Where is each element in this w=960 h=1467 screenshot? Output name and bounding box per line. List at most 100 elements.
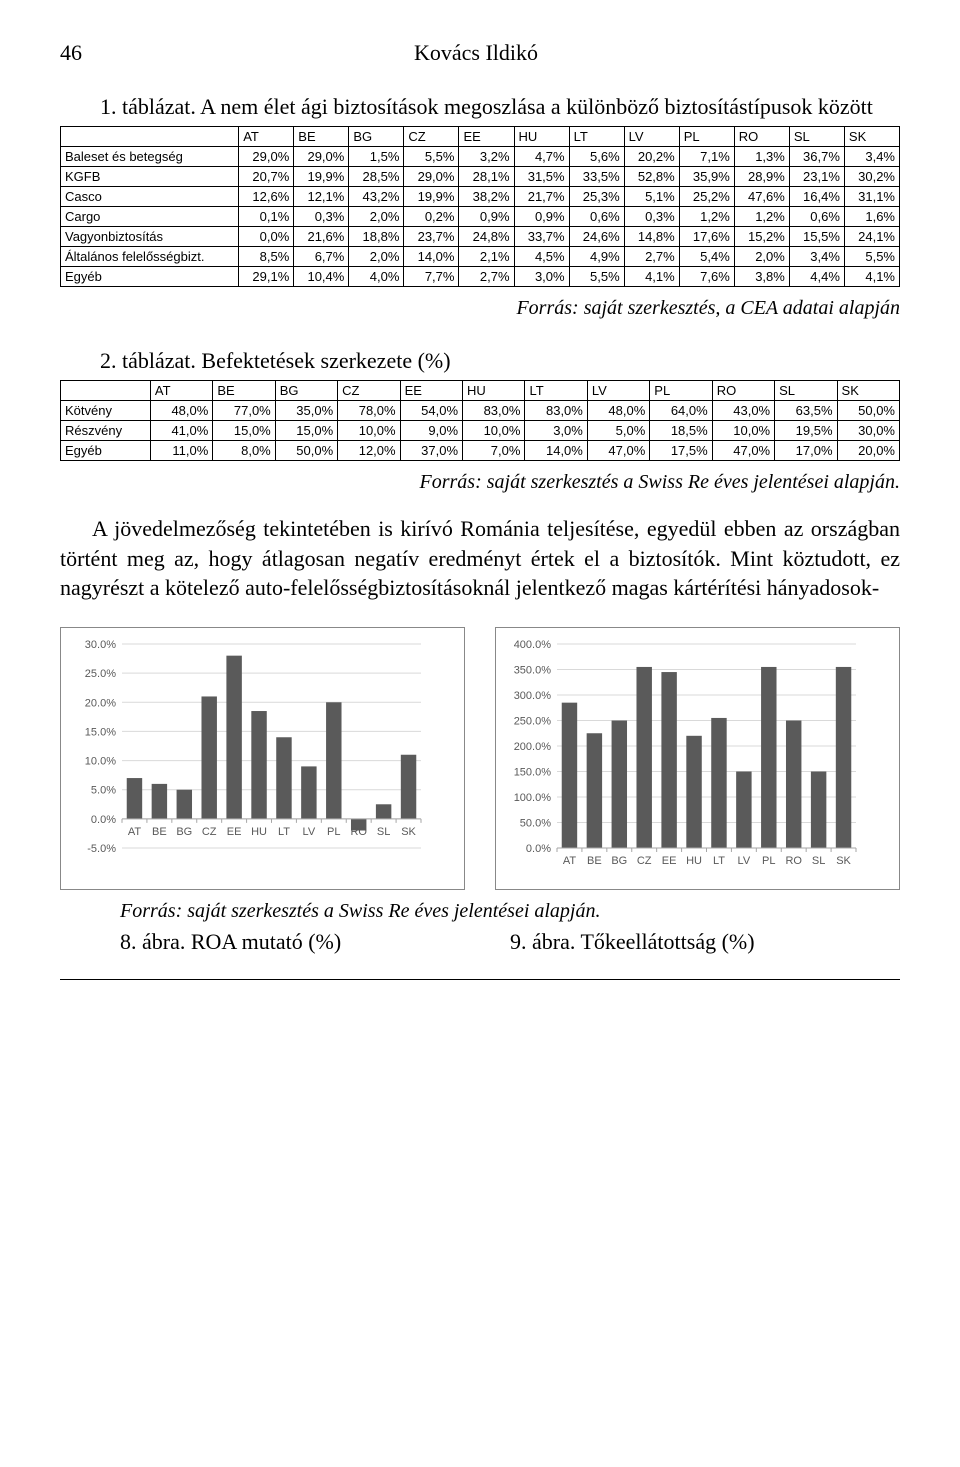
table-cell: 18,8% [349,227,404,247]
table-cell: 6,7% [294,247,349,267]
svg-text:LV: LV [738,855,751,867]
table-cell: 2,1% [459,247,514,267]
chart2-box: 0.0%50.0%100.0%150.0%200.0%250.0%300.0%3… [495,627,900,890]
table-cell: 29,0% [239,147,294,167]
table-cell: 4,9% [569,247,624,267]
table-cell: 41,0% [150,421,212,441]
table-header-cell: SK [837,381,899,401]
table-cell: 0,9% [459,207,514,227]
table-cell: 4,1% [624,267,679,287]
svg-text:400.0%: 400.0% [514,639,552,651]
table-cell: 19,9% [294,167,349,187]
svg-text:-5.0%: -5.0% [87,843,116,855]
svg-text:15.0%: 15.0% [85,726,116,738]
table2: ATBEBGCZEEHULTLVPLROSLSKKötvény48,0%77,0… [60,380,900,461]
svg-text:AT: AT [128,826,142,838]
svg-text:250.0%: 250.0% [514,716,552,728]
table-cell: 4,1% [844,267,899,287]
table-header-cell: AT [239,127,294,147]
table-cell: 25,3% [569,187,624,207]
table-header-cell: RO [712,381,774,401]
table-cell: 29,1% [239,267,294,287]
svg-text:EE: EE [227,826,242,838]
table-cell: 5,5% [844,247,899,267]
svg-text:BG: BG [176,826,192,838]
table-cell: 31,1% [844,187,899,207]
table-cell: 5,6% [569,147,624,167]
table-cell: 12,0% [338,441,400,461]
svg-text:RO: RO [350,826,367,838]
table-cell: 52,8% [624,167,679,187]
table-cell: 1,3% [734,147,789,167]
table-cell: 17,5% [650,441,712,461]
table-cell: 25,2% [679,187,734,207]
svg-text:CZ: CZ [202,826,217,838]
svg-text:BG: BG [611,855,627,867]
table-rowhead: Casco [61,187,239,207]
table-header-cell: BE [294,127,349,147]
table-cell: 12,1% [294,187,349,207]
table-cell: 0,6% [569,207,624,227]
table-cell: 5,5% [569,267,624,287]
table-header-cell: SL [789,127,844,147]
bottom-rule [60,979,900,980]
svg-text:300.0%: 300.0% [514,690,552,702]
svg-text:LT: LT [278,826,290,838]
table-cell: 20,0% [837,441,899,461]
table-cell: 3,4% [844,147,899,167]
svg-text:CZ: CZ [637,855,652,867]
table-header-cell [61,381,151,401]
table-cell: 20,7% [239,167,294,187]
table-header-cell: PL [679,127,734,147]
table-cell: 29,0% [404,167,459,187]
page-number: 46 [60,40,82,66]
svg-text:RO: RO [785,855,802,867]
table-header-cell: LV [624,127,679,147]
svg-text:350.0%: 350.0% [514,665,552,677]
table-cell: 28,9% [734,167,789,187]
table-cell: 7,6% [679,267,734,287]
table-cell: 24,6% [569,227,624,247]
table-cell: 50,0% [275,441,337,461]
table-cell: 3,0% [525,421,587,441]
table-header-cell: PL [650,381,712,401]
table-cell: 29,0% [294,147,349,167]
table-cell: 3,0% [514,267,569,287]
table-cell: 5,5% [404,147,459,167]
table-cell: 28,5% [349,167,404,187]
svg-text:5.0%: 5.0% [91,785,116,797]
table-cell: 30,0% [837,421,899,441]
table-cell: 43,0% [712,401,774,421]
table-header-cell: EE [459,127,514,147]
page-header: 46 Kovács Ildikó [60,40,900,66]
svg-text:BE: BE [587,855,602,867]
svg-text:25.0%: 25.0% [85,668,116,680]
svg-text:150.0%: 150.0% [514,767,552,779]
table-cell: 0,2% [404,207,459,227]
charts-source: Forrás: saját szerkesztés a Swiss Re éve… [120,900,900,923]
table-cell: 54,0% [400,401,462,421]
table-cell: 19,5% [775,421,837,441]
table-cell: 38,2% [459,187,514,207]
table-cell: 2,0% [349,207,404,227]
table-header-cell: SL [775,381,837,401]
svg-text:BE: BE [152,826,167,838]
table-cell: 1,5% [349,147,404,167]
table-cell: 83,0% [525,401,587,421]
table-header-cell: CZ [404,127,459,147]
table-cell: 5,1% [624,187,679,207]
table-cell: 15,0% [213,421,275,441]
svg-text:100.0%: 100.0% [514,792,552,804]
svg-text:EE: EE [662,855,677,867]
svg-text:200.0%: 200.0% [514,741,552,753]
table-cell: 23,1% [789,167,844,187]
table-cell: 14,0% [525,441,587,461]
table-cell: 1,6% [844,207,899,227]
table-cell: 37,0% [400,441,462,461]
table-cell: 10,4% [294,267,349,287]
table-cell: 10,0% [712,421,774,441]
table-cell: 4,5% [514,247,569,267]
table-cell: 17,0% [775,441,837,461]
svg-text:50.0%: 50.0% [520,818,551,830]
table-cell: 14,8% [624,227,679,247]
